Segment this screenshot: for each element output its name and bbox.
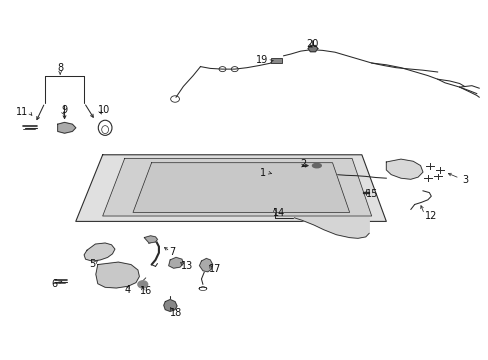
- Text: 4: 4: [124, 285, 131, 295]
- Polygon shape: [84, 243, 115, 261]
- Polygon shape: [294, 218, 368, 238]
- Polygon shape: [96, 262, 139, 288]
- Text: 9: 9: [61, 105, 67, 115]
- Text: 3: 3: [461, 175, 468, 185]
- Ellipse shape: [312, 163, 321, 168]
- Polygon shape: [168, 257, 183, 268]
- Polygon shape: [144, 236, 157, 243]
- Text: 10: 10: [98, 105, 110, 115]
- Text: 20: 20: [305, 39, 318, 49]
- Text: 2: 2: [300, 159, 306, 169]
- Text: 8: 8: [57, 63, 63, 73]
- Polygon shape: [76, 155, 386, 221]
- Text: 1: 1: [260, 168, 266, 178]
- Polygon shape: [163, 300, 177, 311]
- Polygon shape: [58, 122, 76, 133]
- Polygon shape: [199, 258, 212, 272]
- Circle shape: [138, 281, 147, 288]
- Text: 18: 18: [169, 308, 182, 318]
- Text: 13: 13: [181, 261, 193, 271]
- Polygon shape: [307, 45, 317, 52]
- Text: 17: 17: [209, 264, 221, 274]
- Text: 19: 19: [255, 55, 267, 66]
- Text: 12: 12: [425, 211, 437, 221]
- Text: 15: 15: [365, 189, 377, 199]
- Text: 16: 16: [140, 286, 152, 296]
- Text: 7: 7: [168, 247, 175, 257]
- Text: 11: 11: [16, 107, 28, 117]
- Bar: [271, 58, 282, 63]
- Polygon shape: [102, 158, 371, 216]
- Text: 6: 6: [51, 279, 58, 289]
- Polygon shape: [386, 159, 422, 179]
- Polygon shape: [133, 163, 349, 212]
- Text: 5: 5: [89, 258, 95, 269]
- Text: 14: 14: [272, 208, 285, 218]
